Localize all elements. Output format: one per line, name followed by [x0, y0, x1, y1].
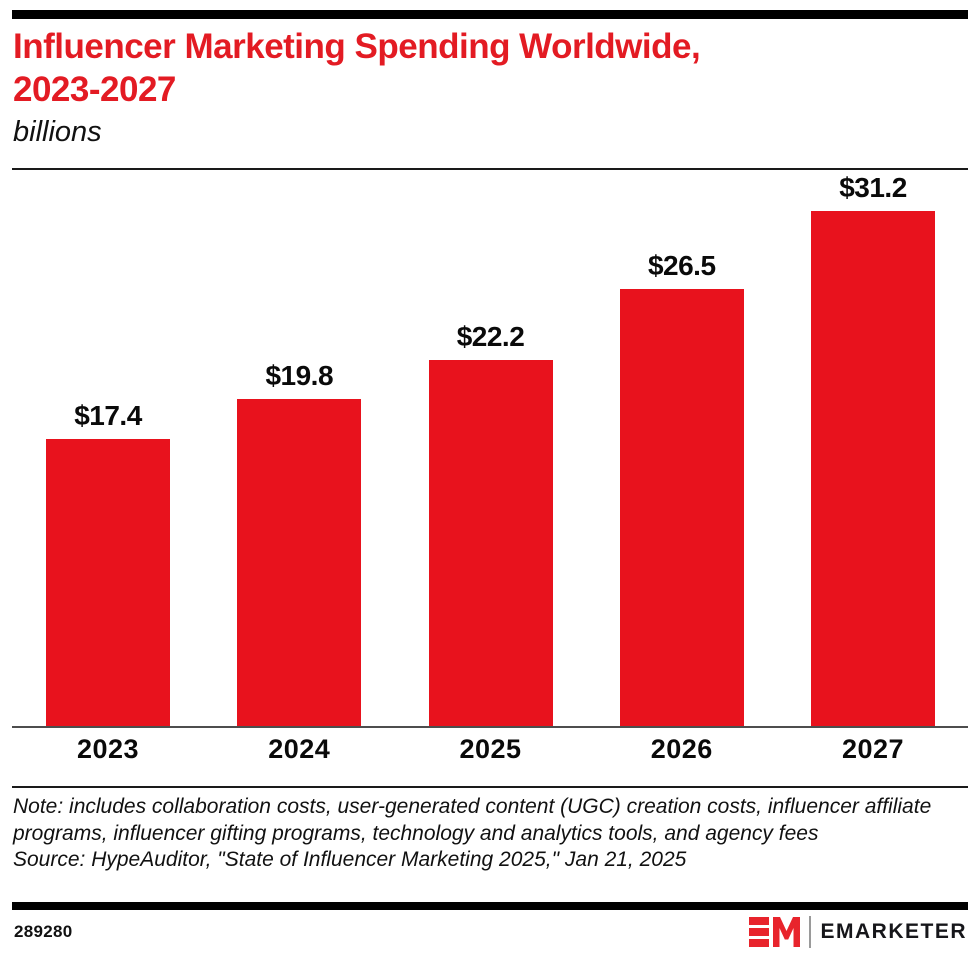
- chart-subtitle: billions: [13, 116, 102, 148]
- header-divider: [12, 168, 968, 170]
- bar-value-label: $26.5: [647, 250, 716, 281]
- logo-m-glyph: [773, 917, 801, 947]
- bar-plot-area: $17.4 $19.8 $22.2 $26.5 $31.2: [12, 170, 968, 726]
- bar-column-2025: $22.2: [428, 321, 553, 726]
- brand-divider: [809, 916, 812, 948]
- chart-title-line2: 2023-2027: [13, 69, 176, 109]
- chart-title: Influencer Marketing Spending Worldwide,…: [13, 26, 953, 111]
- bar: [428, 360, 553, 726]
- logo-e-glyph: [749, 917, 770, 947]
- x-axis-tick-label: 2023: [76, 734, 140, 764]
- bar-value-label: $22.2: [456, 321, 525, 352]
- footnote-divider: [12, 786, 968, 788]
- bar: [811, 211, 935, 726]
- note-text: Note: includes collaboration costs, user…: [13, 795, 932, 845]
- bar-column-2023: $17.4: [46, 400, 170, 726]
- bar: [619, 289, 744, 726]
- x-axis-tick-label: 2024: [268, 734, 331, 764]
- x-axis-tick-label: 2026: [650, 734, 713, 764]
- bar-value-label: $17.4: [74, 400, 142, 431]
- bar: [237, 399, 362, 726]
- x-axis-tick-label: 2025: [459, 734, 522, 764]
- source-text: Source: HypeAuditor, "State of Influence…: [13, 848, 687, 871]
- brand-name: EMARKETER: [820, 920, 967, 943]
- footer-rule-bar: [12, 902, 968, 910]
- x-axis-line: [12, 726, 968, 728]
- bar-column-2024: $19.8: [237, 360, 362, 726]
- bar-column-2026: $26.5: [619, 250, 744, 726]
- footnote-block: Note: includes collaboration costs, user…: [13, 794, 963, 874]
- chart-id: 289280: [14, 922, 73, 941]
- x-axis-labels: 2023 2024 2025 2026 2027: [12, 734, 968, 765]
- bar-column-2027: $31.2: [811, 172, 935, 726]
- top-rule-bar: [12, 10, 968, 19]
- emarketer-logo-icon: [749, 917, 801, 947]
- brand-lockup: EMARKETER: [749, 916, 967, 948]
- bar-value-label: $31.2: [839, 172, 907, 203]
- x-axis-tick-label: 2027: [841, 734, 905, 764]
- chart-title-line1: Influencer Marketing Spending Worldwide,: [13, 27, 701, 66]
- bar-value-label: $19.8: [265, 360, 334, 391]
- bar: [46, 439, 170, 726]
